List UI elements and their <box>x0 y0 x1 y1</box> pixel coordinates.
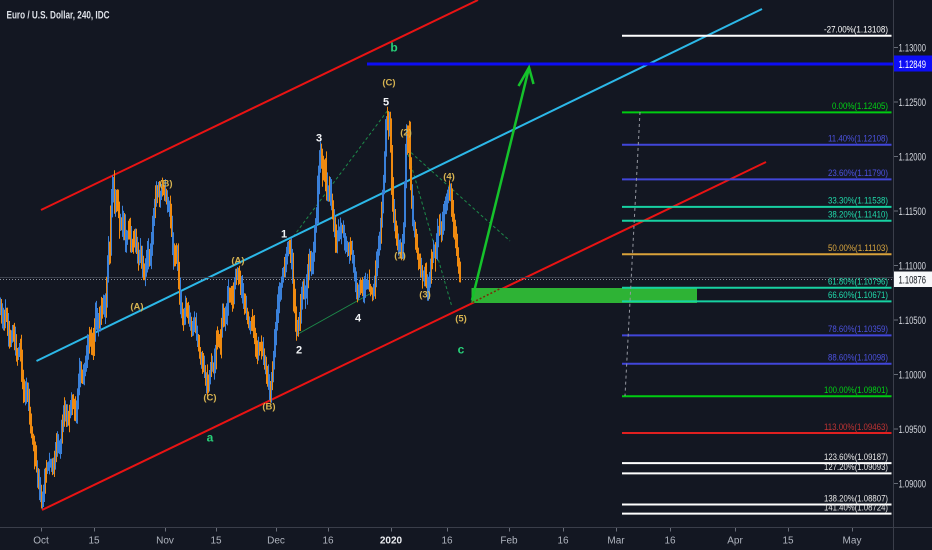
svg-text:(C): (C) <box>382 77 395 88</box>
svg-text:141.40%(1.08724): 141.40%(1.08724) <box>824 502 888 513</box>
svg-text:5: 5 <box>383 96 389 108</box>
svg-text:1.12849: 1.12849 <box>899 59 927 71</box>
svg-text:33.30%(1.11538): 33.30%(1.11538) <box>828 196 888 207</box>
svg-text:(1): (1) <box>394 250 406 261</box>
svg-text:127.20%(1.09093): 127.20%(1.09093) <box>824 462 888 473</box>
svg-text:1.11000: 1.11000 <box>899 260 927 272</box>
svg-text:16: 16 <box>664 536 676 547</box>
svg-text:1.10000: 1.10000 <box>899 369 927 381</box>
svg-text:1.10876: 1.10876 <box>899 274 927 286</box>
svg-text:66.60%(1.10671): 66.60%(1.10671) <box>828 290 888 301</box>
svg-text:(A): (A) <box>231 255 244 266</box>
svg-text:113.00%(1.09463): 113.00%(1.09463) <box>824 422 888 433</box>
svg-text:(B): (B) <box>159 178 172 189</box>
svg-text:1.10500: 1.10500 <box>899 315 927 327</box>
svg-text:88.60%(1.10098): 88.60%(1.10098) <box>828 353 888 364</box>
svg-text:Nov: Nov <box>156 536 174 547</box>
svg-text:(4): (4) <box>443 171 455 182</box>
svg-text:38.20%(1.11410): 38.20%(1.11410) <box>828 210 888 221</box>
svg-text:(5): (5) <box>455 313 467 324</box>
svg-text:50.00%(1.11103): 50.00%(1.11103) <box>828 243 888 254</box>
svg-text:2020: 2020 <box>380 536 403 547</box>
svg-text:Dec: Dec <box>267 536 285 547</box>
svg-text:61.80%(1.10796): 61.80%(1.10796) <box>828 277 888 288</box>
svg-text:78.60%(1.10359): 78.60%(1.10359) <box>828 324 888 335</box>
svg-text:3: 3 <box>316 132 322 144</box>
svg-text:1: 1 <box>281 228 287 240</box>
svg-text:100.00%(1.09801): 100.00%(1.09801) <box>824 385 888 396</box>
svg-text:c: c <box>458 342 465 356</box>
svg-text:Apr: Apr <box>727 536 743 547</box>
svg-text:15: 15 <box>210 536 222 547</box>
svg-text:4: 4 <box>355 312 362 324</box>
svg-text:(2): (2) <box>400 127 412 138</box>
svg-text:(A): (A) <box>130 301 143 312</box>
svg-text:23.60%(1.11790): 23.60%(1.11790) <box>828 168 888 179</box>
svg-text:16: 16 <box>557 536 569 547</box>
svg-text:-27.00%(1.13108): -27.00%(1.13108) <box>824 25 888 36</box>
svg-text:1.09500: 1.09500 <box>899 424 927 436</box>
svg-text:Mar: Mar <box>607 536 625 547</box>
svg-text:Oct: Oct <box>33 536 49 547</box>
svg-text:15: 15 <box>782 536 794 547</box>
svg-text:1.13000: 1.13000 <box>899 42 927 54</box>
svg-text:0.00%(1.12405): 0.00%(1.12405) <box>832 101 888 112</box>
svg-text:(B): (B) <box>262 401 275 412</box>
svg-text:11.40%(1.12108): 11.40%(1.12108) <box>828 134 888 145</box>
svg-text:1.12500: 1.12500 <box>899 97 927 109</box>
svg-text:a: a <box>207 430 214 444</box>
svg-text:1.09000: 1.09000 <box>899 478 927 490</box>
svg-text:16: 16 <box>322 536 334 547</box>
svg-text:Euro / U.S. Dollar, 240, IDC: Euro / U.S. Dollar, 240, IDC <box>7 10 110 22</box>
svg-text:(C): (C) <box>203 392 216 403</box>
svg-text:138.20%(1.08807): 138.20%(1.08807) <box>824 493 888 504</box>
svg-text:16: 16 <box>441 536 453 547</box>
svg-text:1.12000: 1.12000 <box>899 151 927 163</box>
svg-text:15: 15 <box>88 536 100 547</box>
svg-text:2: 2 <box>296 344 302 356</box>
svg-text:Feb: Feb <box>500 536 518 547</box>
svg-text:1.11500: 1.11500 <box>899 206 927 218</box>
svg-text:(3): (3) <box>419 289 431 300</box>
svg-text:May: May <box>843 536 862 547</box>
svg-text:123.60%(1.09187): 123.60%(1.09187) <box>824 452 888 463</box>
svg-text:b: b <box>390 40 397 54</box>
